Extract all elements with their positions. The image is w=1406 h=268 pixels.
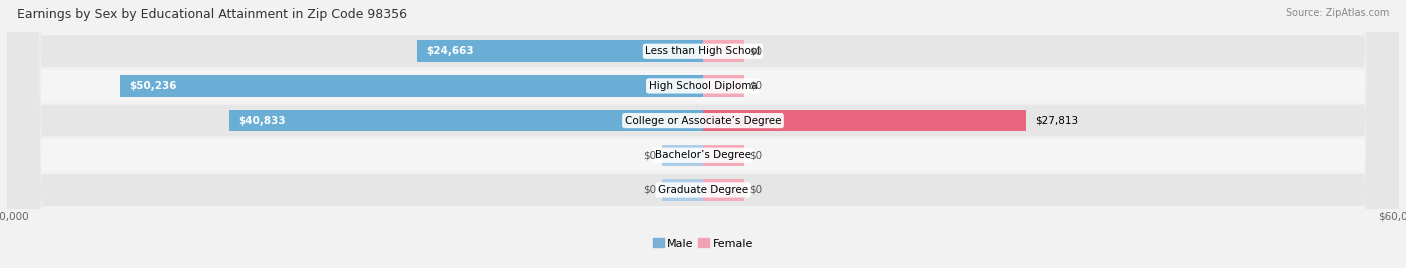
Text: Graduate Degree: Graduate Degree [658, 185, 748, 195]
Bar [703, 40, 744, 62]
FancyBboxPatch shape [7, 0, 1399, 268]
Bar [703, 144, 744, 166]
Bar [121, 75, 703, 97]
Bar [703, 75, 744, 97]
Text: $0: $0 [644, 185, 657, 195]
FancyBboxPatch shape [7, 0, 1399, 268]
Text: $0: $0 [644, 150, 657, 160]
Text: $0: $0 [749, 81, 762, 91]
Text: Earnings by Sex by Educational Attainment in Zip Code 98356: Earnings by Sex by Educational Attainmen… [17, 8, 406, 21]
Legend: Male, Female: Male, Female [648, 234, 758, 253]
Bar [703, 179, 744, 201]
Text: High School Diploma: High School Diploma [648, 81, 758, 91]
Text: $27,813: $27,813 [1035, 116, 1078, 126]
Bar [703, 110, 1025, 131]
Text: $50,236: $50,236 [129, 81, 177, 91]
Text: Source: ZipAtlas.com: Source: ZipAtlas.com [1285, 8, 1389, 18]
FancyBboxPatch shape [7, 0, 1399, 268]
Text: $0: $0 [749, 150, 762, 160]
Text: $24,663: $24,663 [426, 46, 474, 56]
Text: $0: $0 [749, 185, 762, 195]
Bar [418, 40, 703, 62]
FancyBboxPatch shape [7, 0, 1399, 268]
Bar [662, 144, 703, 166]
Bar [662, 179, 703, 201]
FancyBboxPatch shape [7, 0, 1399, 268]
Text: Less than High School: Less than High School [645, 46, 761, 56]
Text: College or Associate’s Degree: College or Associate’s Degree [624, 116, 782, 126]
Text: $40,833: $40,833 [239, 116, 287, 126]
Bar [229, 110, 703, 131]
Text: $0: $0 [749, 46, 762, 56]
Text: Bachelor’s Degree: Bachelor’s Degree [655, 150, 751, 160]
